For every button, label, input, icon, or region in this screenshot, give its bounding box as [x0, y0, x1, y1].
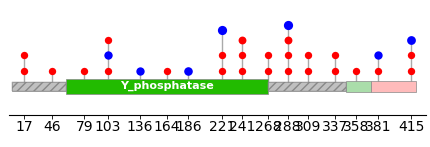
Bar — [346, 81, 371, 92]
Point — [304, 54, 311, 57]
Point — [408, 70, 415, 72]
Point — [284, 70, 291, 72]
Point — [408, 54, 415, 57]
Point — [265, 70, 272, 72]
Point — [284, 24, 291, 26]
Point — [375, 54, 381, 57]
Point — [239, 54, 246, 57]
Bar — [371, 81, 416, 92]
Point — [21, 54, 28, 57]
Point — [352, 70, 359, 72]
Point — [408, 39, 415, 41]
Point — [21, 70, 28, 72]
Point — [332, 70, 339, 72]
Bar — [268, 82, 346, 91]
Bar — [12, 82, 66, 91]
Point — [375, 70, 381, 72]
Point — [239, 39, 246, 41]
Point — [185, 70, 192, 72]
Point — [219, 70, 226, 72]
Point — [219, 29, 226, 31]
Bar — [12, 82, 66, 91]
Point — [284, 39, 291, 41]
Text: Y_phosphatase: Y_phosphatase — [120, 81, 214, 91]
Point — [304, 70, 311, 72]
Point — [104, 54, 111, 57]
Point — [239, 70, 246, 72]
Bar — [268, 82, 346, 91]
Point — [104, 39, 111, 41]
Point — [49, 70, 56, 72]
Point — [284, 54, 291, 57]
Point — [104, 54, 111, 57]
Point — [265, 54, 272, 57]
Point — [219, 54, 226, 57]
Point — [164, 70, 171, 72]
Point — [332, 54, 339, 57]
Bar — [66, 79, 268, 94]
Point — [81, 70, 88, 72]
Point — [136, 70, 143, 72]
Point — [104, 70, 111, 72]
Point — [185, 70, 192, 72]
